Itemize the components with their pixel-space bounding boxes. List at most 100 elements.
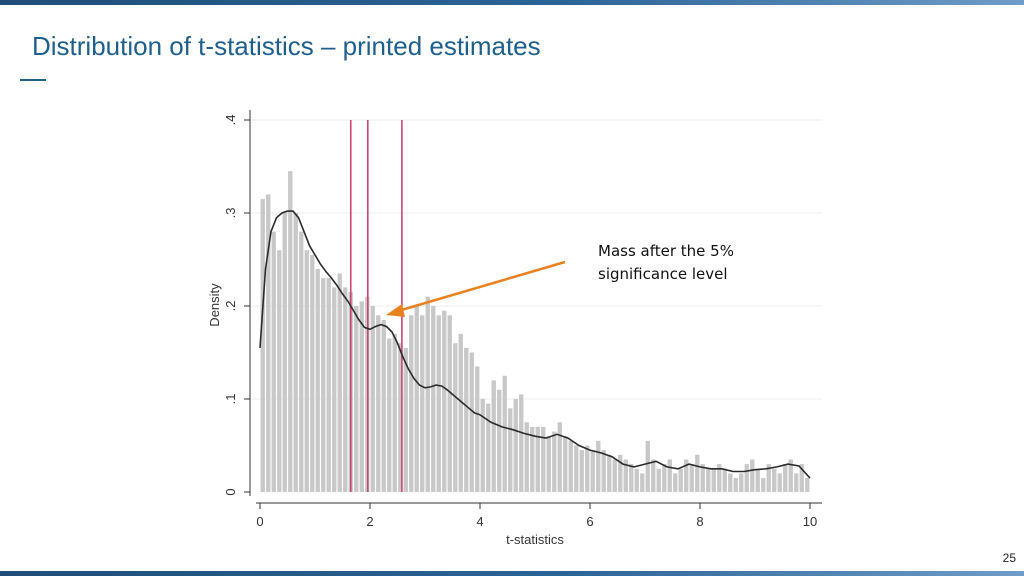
annotation-text: Mass after the 5% significance level (598, 240, 734, 286)
density-curve (259, 210, 811, 479)
histogram-bar (321, 278, 326, 492)
y-tick-label: .1 (223, 394, 238, 405)
histogram-bar (420, 315, 425, 492)
histogram-bar (519, 394, 524, 492)
histogram-bar (557, 422, 562, 492)
histogram-bar (579, 450, 584, 492)
histogram-bar (530, 426, 535, 492)
histogram-bar (491, 380, 496, 492)
histogram-bar (706, 468, 711, 492)
histogram-bar (497, 389, 502, 492)
histogram-bar (601, 450, 606, 492)
histogram-bar (409, 315, 414, 492)
histogram-bar (293, 213, 298, 492)
gridlines (252, 119, 822, 400)
histogram-bar (794, 473, 799, 492)
histogram-bar (689, 464, 694, 492)
histogram-bar (541, 426, 546, 492)
y-tick-label: .3 (223, 208, 238, 219)
histogram-bar (772, 468, 777, 492)
histogram-bar (332, 287, 337, 492)
histogram-bar (574, 445, 579, 492)
y-tick-label: .2 (223, 301, 238, 312)
x-tick-label: 4 (476, 514, 483, 529)
histogram-bar (271, 231, 276, 492)
histogram-bar (398, 343, 403, 492)
histogram-bar (563, 436, 568, 492)
histogram-bar (480, 399, 485, 492)
histogram-bar (486, 403, 491, 492)
histogram-bar (645, 440, 650, 492)
slide-title: Distribution of t-statistics – printed e… (32, 31, 541, 61)
x-tick-label: 8 (696, 514, 703, 529)
histogram-bar (387, 338, 392, 492)
histogram-bar (612, 459, 617, 492)
histogram-bar (766, 464, 771, 492)
histogram-bar (783, 464, 788, 492)
histogram-bar (667, 459, 672, 492)
axes: 0 .1 .2 .3 .4 0 2 4 6 8 10 t-statistics Density (207, 110, 822, 547)
histogram-bar (673, 473, 678, 492)
histogram-bar (805, 478, 810, 492)
histogram-bar (475, 366, 480, 492)
x-tick-label: 0 (256, 514, 263, 529)
histogram-bar (453, 343, 458, 492)
histogram-bar (733, 478, 738, 492)
histogram-bar (524, 422, 529, 492)
y-tick-label: 0 (223, 488, 238, 495)
histogram-bar (392, 333, 397, 492)
histogram-bar (343, 287, 348, 492)
histogram-bar (464, 347, 469, 492)
histogram-bar (447, 315, 452, 492)
histogram-bar (755, 468, 760, 492)
histogram-bar (277, 250, 282, 492)
histogram-bar (761, 478, 766, 492)
histogram-bar (299, 231, 304, 492)
histogram-bar (425, 296, 430, 492)
histogram-bar (431, 306, 436, 492)
histogram-bar (799, 464, 804, 492)
histogram-bar (695, 454, 700, 492)
histogram-bar (590, 450, 595, 492)
histogram-bar (684, 459, 689, 492)
histogram-bar (326, 278, 331, 492)
histogram-bar (370, 306, 375, 492)
histogram-bar (310, 254, 315, 492)
histogram-bar (656, 468, 661, 492)
histogram-bar (678, 468, 683, 492)
histogram-bar (414, 306, 419, 492)
x-axis-title: t-statistics (506, 532, 564, 547)
annotation-arrow (386, 260, 566, 317)
histogram-bar (535, 426, 540, 492)
histogram-bar (662, 464, 667, 492)
annotation-line-2: significance level (598, 265, 728, 283)
histogram-bar (359, 301, 364, 492)
histogram-bar (744, 464, 749, 492)
histogram-bar (469, 352, 474, 492)
histogram-bar (552, 431, 557, 492)
histogram-bar (304, 250, 309, 492)
y-tick-label: .4 (223, 115, 238, 126)
histogram-bar (728, 473, 733, 492)
histogram-bar (376, 315, 381, 492)
histogram-bar (282, 213, 287, 492)
histogram-bar (436, 315, 441, 492)
histogram-bar (596, 440, 601, 492)
bottom-accent-bar (0, 571, 1024, 576)
histogram-bar (717, 464, 722, 492)
x-tick-label: 6 (586, 514, 593, 529)
histogram-bar (442, 310, 447, 492)
y-axis-title: Density (207, 283, 222, 327)
histogram-bar (623, 459, 628, 492)
histogram-bar (458, 333, 463, 492)
histogram-bar (260, 199, 265, 493)
histogram-bar (266, 194, 271, 492)
histogram-bar (750, 459, 755, 492)
arrow-head (386, 304, 405, 317)
histogram-bar (651, 459, 656, 492)
histogram-bar (288, 171, 293, 492)
histogram-bar (722, 468, 727, 492)
x-tick-label: 10 (803, 514, 817, 529)
histogram-bar (508, 408, 513, 492)
